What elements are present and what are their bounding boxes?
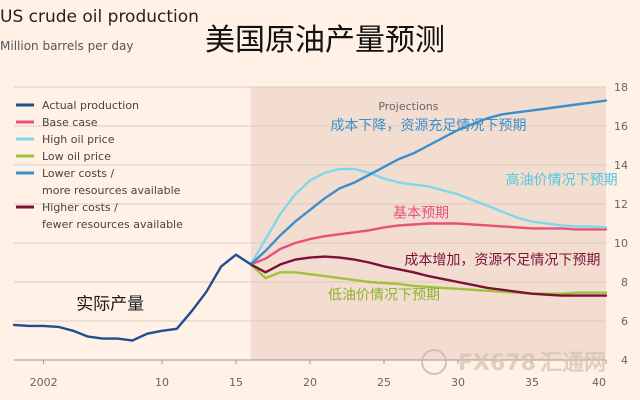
legend-label-lower-costs: Lower costs /	[42, 167, 114, 180]
watermark-logo-text-cn: 汇通网	[540, 351, 606, 376]
legend-label-low-price: Low oil price	[42, 150, 111, 163]
annotation-1: 成本下降，资源充足情况下预期	[330, 118, 526, 134]
series-line-base	[249, 222, 608, 266]
y-tick-label: 10	[614, 237, 628, 250]
y-tick-label: 18	[614, 81, 628, 94]
legend-label-higher-costs: Higher costs /	[42, 201, 118, 214]
y-tick-label: 16	[614, 120, 628, 133]
legend-label-base: Base case	[42, 116, 98, 129]
x-axis-ticks: 2002 10 15 20 25 30 35 40	[14, 359, 607, 389]
y-tick-label: 4	[621, 354, 628, 367]
chart-title: US crude oil production	[0, 7, 199, 27]
x-tick-label: 40	[592, 376, 606, 389]
y-tick-label: 8	[621, 276, 628, 289]
projections-label: Projections	[378, 100, 438, 113]
annotation-0: 实际产量	[76, 294, 144, 314]
series-line-high-price	[249, 167, 608, 266]
chinese-headline: 美国原油产量预测	[205, 23, 445, 58]
legend-label-higher-costs-line2: fewer resources available	[42, 218, 183, 231]
legend: Actual production Base case High oil price…	[16, 99, 183, 231]
grid-lines	[14, 86, 606, 361]
series-line-actual	[12, 253, 253, 342]
y-tick-label: 12	[614, 198, 628, 211]
series-line-higher-costs	[249, 255, 608, 297]
x-tick-label: 20	[303, 376, 317, 389]
y-tick-label: 14	[614, 159, 628, 172]
x-tick-label: 2002	[30, 376, 58, 389]
watermark-logo-text: FX678	[458, 351, 536, 376]
series-lines	[12, 99, 608, 342]
x-tick-label: 25	[377, 376, 391, 389]
annotations: 实际产量 成本下降，资源充足情况下预期高油价情况下预期基本预期成本增加，资源不足情…	[76, 118, 617, 314]
series-line-lower-costs	[249, 99, 608, 266]
watermark-logo: FX678 汇通网	[421, 349, 606, 376]
x-tick-label: 35	[525, 376, 539, 389]
annotation-2: 高油价情况下预期	[506, 172, 618, 189]
watermark-logo-icon	[421, 349, 447, 375]
annotation-5: 低油价情况下预期	[328, 288, 440, 304]
legend-label-lower-costs-line2: more resources available	[42, 184, 181, 197]
legend-label-high-price: High oil price	[42, 133, 115, 146]
x-tick-label: 30	[451, 376, 465, 389]
y-axis-ticks: 4 6 8 10 12 14 16 18	[614, 81, 628, 367]
x-tick-label: 15	[229, 376, 243, 389]
chart-subtitle: Million barrels per day	[0, 39, 133, 53]
y-tick-label: 6	[621, 315, 628, 328]
annotation-4: 成本增加，资源不足情况下预期	[404, 252, 600, 268]
legend-label-actual: Actual production	[42, 99, 139, 112]
annotation-3: 基本预期	[393, 205, 449, 222]
x-tick-label: 10	[155, 376, 169, 389]
